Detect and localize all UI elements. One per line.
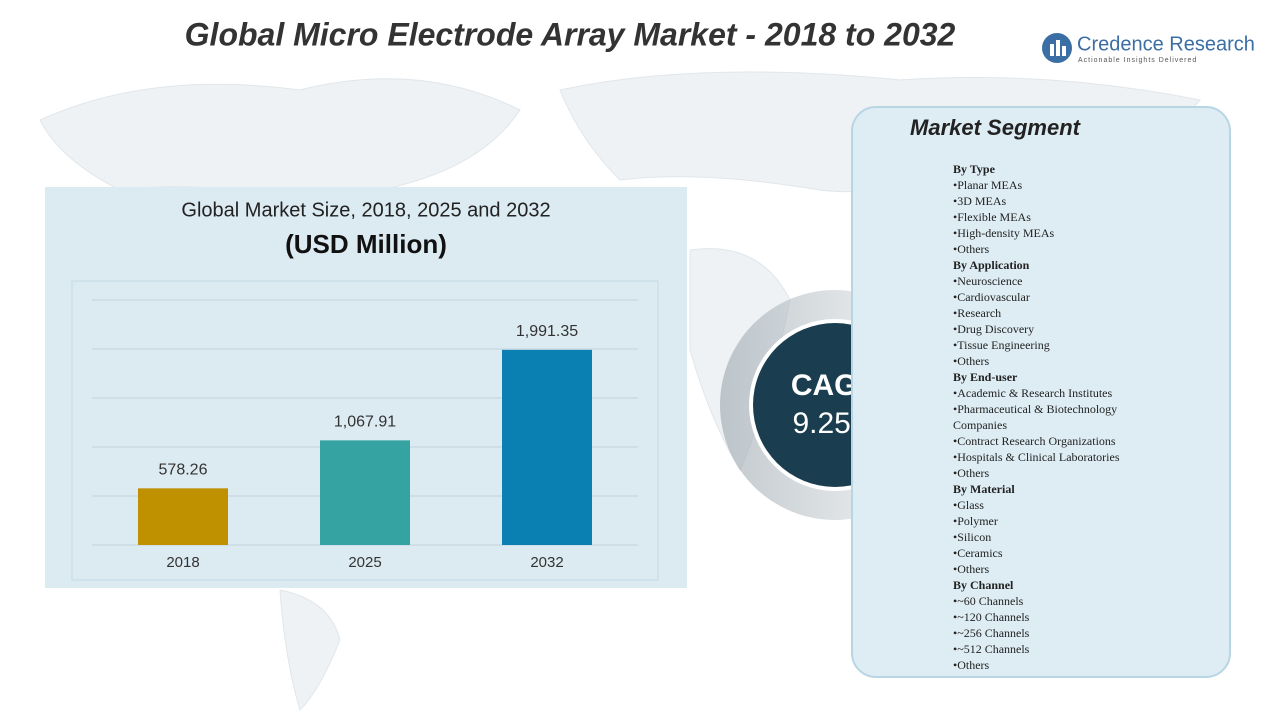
segment-item: •~256 Channels <box>953 626 1030 640</box>
bar <box>320 440 410 545</box>
segment-heading: By End-user <box>953 370 1018 384</box>
chart-title: Global Market Size, 2018, 2025 and 2032 <box>181 199 550 221</box>
segment-item: •Drug Discovery <box>953 322 1035 336</box>
segment-item: •Cardiovascular <box>953 290 1030 304</box>
segment-item: •Hospitals & Clinical Laboratories <box>953 450 1120 464</box>
bar-chart: 2018 578.26 2025 1,067.91 2032 1,991.35 <box>92 299 638 571</box>
logo: Credence Research Actionable Insights De… <box>1042 33 1255 64</box>
segment-item: •Ceramics <box>953 546 1003 560</box>
segment-panel <box>851 106 1231 678</box>
segment-item: •High-density MEAs <box>953 226 1055 240</box>
segment-heading: By Material <box>953 482 1015 496</box>
segment-item: •Glass <box>953 498 984 512</box>
value-label: 1,067.91 <box>334 414 396 431</box>
value-label: 1,991.35 <box>516 323 578 340</box>
segment-item: •~512 Channels <box>953 642 1030 656</box>
bar <box>138 488 228 545</box>
value-label: 578.26 <box>159 462 208 479</box>
segment-item: •Academic & Research Institutes <box>953 386 1113 400</box>
segment-item: •Silicon <box>953 530 992 544</box>
x-tick-label: 2025 <box>348 554 381 571</box>
segment-item: •Research <box>953 306 1002 320</box>
segment-heading: By Channel <box>953 578 1014 592</box>
bar <box>502 349 592 545</box>
segment-heading: By Application <box>953 258 1030 272</box>
logo-name: Credence Research <box>1077 33 1255 55</box>
segment-item: •~60 Channels <box>953 594 1024 608</box>
segment-list: By Type •Planar MEAs •3D MEAs •Flexible MEA… <box>953 161 1153 673</box>
page-title: Global Micro Electrode Array Market - 20… <box>185 16 956 52</box>
segment-item: •Others <box>953 242 990 256</box>
logo-tagline: Actionable Insights Delivered <box>1078 57 1197 64</box>
chart-subtitle: (USD Million) <box>285 229 447 259</box>
segment-item: •Others <box>953 562 990 576</box>
segment-item: •Flexible MEAs <box>953 210 1031 224</box>
segment-item: •Contract Research Organizations <box>953 434 1116 448</box>
segment-item: •Polymer <box>953 514 998 528</box>
segment-item: •Others <box>953 354 990 368</box>
x-tick-label: 2032 <box>530 554 563 571</box>
segment-title: Market Segment <box>910 115 1082 140</box>
segment-item: •Planar MEAs <box>953 178 1023 192</box>
segment-item: •3D MEAs <box>953 194 1007 208</box>
world-map <box>39 71 1201 711</box>
segment-item: •Others <box>953 466 990 480</box>
segment-heading: By Type <box>953 162 995 176</box>
segment-item: •~120 Channels <box>953 610 1030 624</box>
segment-item: •Neuroscience <box>953 274 1023 288</box>
segment-item: •Others <box>953 658 990 672</box>
segment-item: •Tissue Engineering <box>953 338 1050 352</box>
x-tick-label: 2018 <box>166 554 199 571</box>
segment-item: •Pharmaceutical & Biotechnology Companie… <box>953 402 1118 432</box>
